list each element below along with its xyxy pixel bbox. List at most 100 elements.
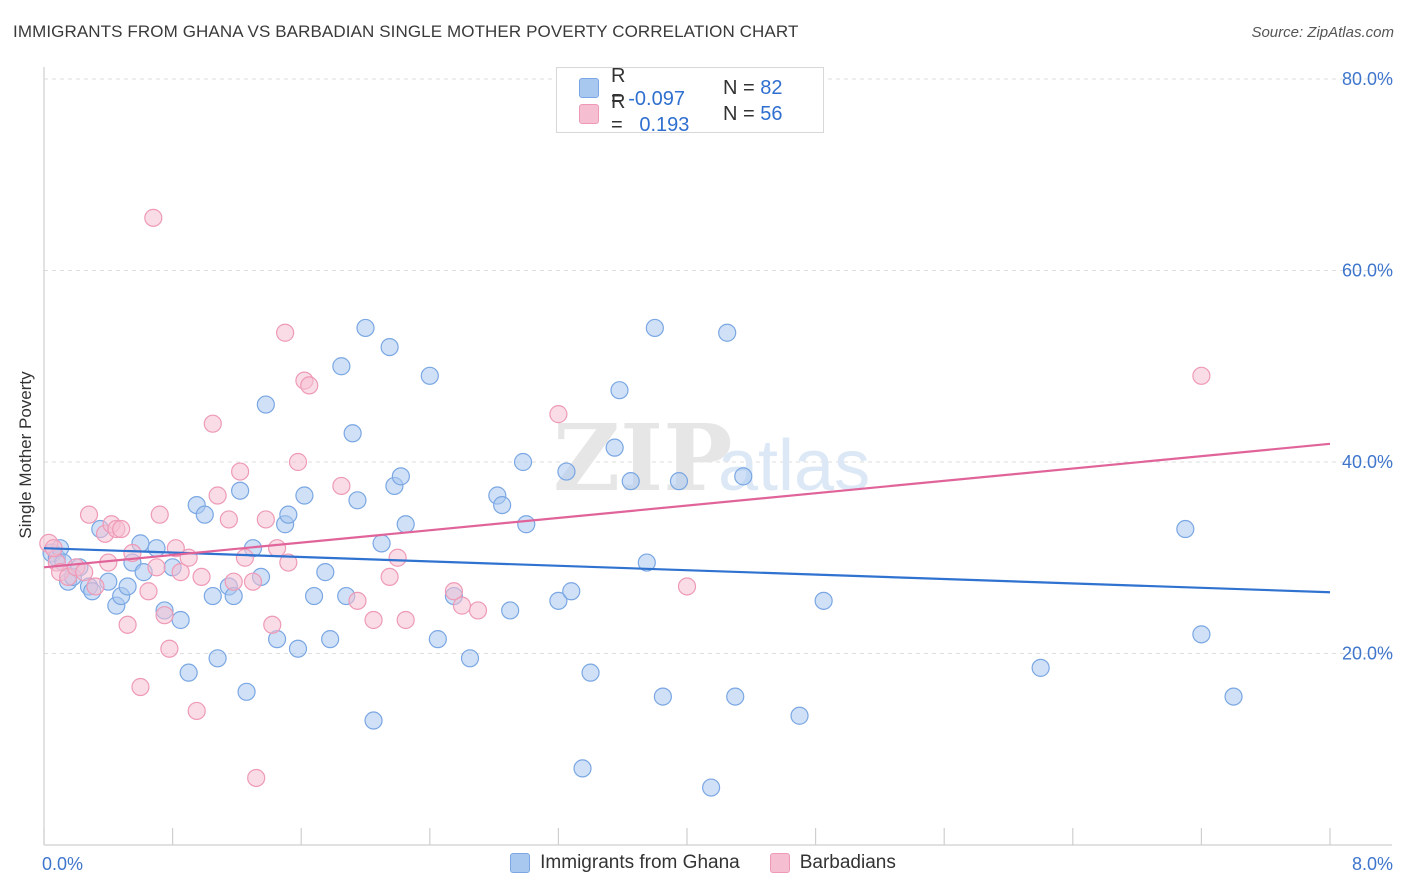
data-point <box>573 759 592 778</box>
data-point <box>1031 658 1050 677</box>
data-point <box>420 366 439 385</box>
data-point <box>139 582 158 601</box>
legend-label-barbadians: Barbadians <box>799 852 896 873</box>
data-point <box>677 577 697 596</box>
data-point <box>1224 687 1243 706</box>
data-point <box>645 318 664 338</box>
data-point <box>150 505 169 524</box>
series-legend: Immigrants from Ghana Barbadians <box>0 852 1406 874</box>
source-credit: Source: ZipAtlas.com <box>1251 24 1394 41</box>
data-point <box>332 476 351 496</box>
data-point <box>605 438 624 457</box>
data-point <box>468 601 488 620</box>
data-point <box>513 452 533 472</box>
data-point <box>549 405 568 424</box>
data-point <box>790 706 809 725</box>
watermark-zip: ZIP <box>553 404 732 512</box>
data-point <box>517 515 536 534</box>
data-point <box>396 515 415 534</box>
data-point <box>391 467 410 486</box>
watermark-atlas: atlas <box>718 426 870 506</box>
chart-title: IMMIGRANTS FROM GHANA VS BARBADIAN SINGL… <box>13 22 799 41</box>
legend-item-ghana[interactable]: Immigrants from Ghana <box>510 852 740 874</box>
data-point <box>118 577 137 596</box>
x-tick-label: 0.0% <box>42 854 83 874</box>
data-point <box>348 491 367 510</box>
data-point <box>279 505 298 524</box>
data-point <box>460 649 480 668</box>
data-point <box>1192 625 1211 644</box>
data-point <box>195 505 214 524</box>
data-point <box>86 577 105 596</box>
data-point <box>372 534 391 553</box>
data-point <box>79 505 99 524</box>
data-point <box>247 768 266 788</box>
data-point <box>256 395 275 414</box>
data-point <box>279 553 298 572</box>
data-point <box>75 563 94 582</box>
legend-n-label: N = <box>723 76 755 99</box>
data-point <box>123 543 142 563</box>
series-ghana-points <box>42 318 1243 797</box>
trend-line-barbadians <box>43 442 1331 569</box>
data-point <box>231 462 250 481</box>
data-point <box>219 510 238 529</box>
data-point <box>562 582 581 601</box>
y-axis-label: Single Mother Poverty <box>16 371 35 539</box>
legend-r-label: R = <box>611 65 626 110</box>
data-point <box>267 539 287 558</box>
data-point <box>814 591 833 610</box>
data-point <box>348 591 367 610</box>
x-tick-label: 8.0% <box>1352 854 1393 874</box>
data-point <box>493 495 512 515</box>
trend-lines <box>43 442 1331 594</box>
legend-n-value-ghana: 82 <box>760 76 783 99</box>
y-tick-label: 40.0% <box>1342 452 1393 472</box>
data-point <box>256 510 275 529</box>
data-point <box>131 677 150 697</box>
legend-swatch-barbadians <box>579 104 599 124</box>
data-point <box>288 639 308 658</box>
data-point <box>192 567 211 587</box>
legend-r-value-barbadians: 0.193 <box>639 114 690 136</box>
legend-swatch-ghana <box>510 853 531 873</box>
data-point <box>304 586 324 606</box>
data-point <box>637 553 656 572</box>
data-point <box>171 563 190 582</box>
legend-swatch-ghana <box>579 78 599 98</box>
data-point <box>224 572 243 591</box>
correlation-legend: R = -0.097 N = 82 R = 0.193 N = 56 <box>556 65 824 136</box>
data-point <box>356 318 375 338</box>
data-point <box>243 572 263 591</box>
data-point <box>295 486 314 505</box>
legend-row-barbadians: R = 0.193 N = 56 <box>579 91 783 136</box>
data-point <box>1176 519 1195 539</box>
data-point <box>203 414 222 433</box>
data-point <box>288 452 308 472</box>
data-point <box>718 323 737 342</box>
data-point <box>610 381 629 400</box>
data-point <box>332 357 351 376</box>
legend-n-label: N = <box>723 102 755 125</box>
trend-line-ghana <box>43 547 1331 594</box>
data-point <box>388 548 407 567</box>
data-point <box>276 323 295 342</box>
data-point <box>144 208 163 227</box>
y-tick-label: 80.0% <box>1342 69 1393 89</box>
data-point <box>300 376 319 395</box>
legend-row-ghana: R = -0.097 N = 82 <box>579 65 783 110</box>
data-point <box>444 582 464 601</box>
data-point <box>1192 366 1211 385</box>
legend-label-ghana: Immigrants from Ghana <box>540 852 740 873</box>
data-point <box>171 610 190 630</box>
legend-item-barbadians[interactable]: Barbadians <box>769 852 896 874</box>
data-point <box>263 615 282 634</box>
data-point <box>208 486 227 505</box>
data-point <box>112 519 131 539</box>
data-point <box>621 472 640 491</box>
data-point <box>203 586 222 606</box>
data-point <box>702 778 721 797</box>
data-point <box>147 558 166 577</box>
